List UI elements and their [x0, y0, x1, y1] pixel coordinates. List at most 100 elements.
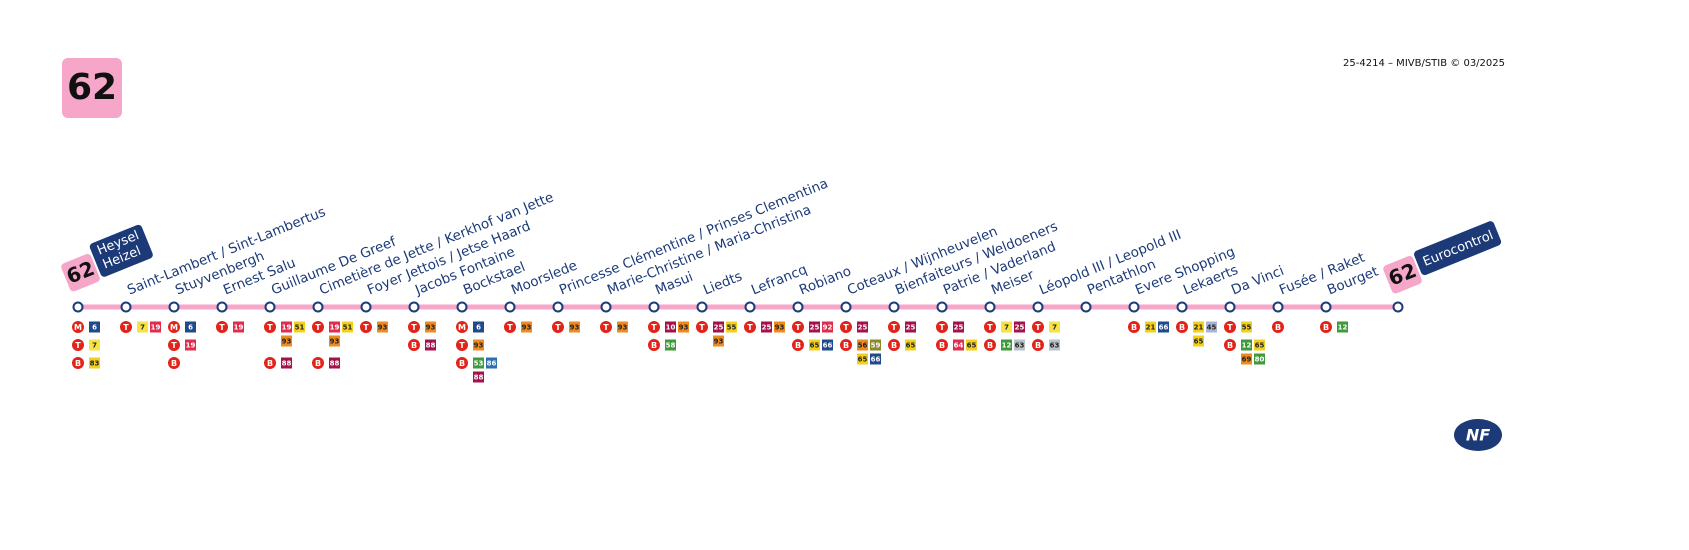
stop [1272, 301, 1284, 313]
line-number: 66 [823, 342, 833, 350]
mode-letter: T [939, 323, 945, 332]
stop [1320, 301, 1332, 313]
mode-letter: T [1227, 323, 1233, 332]
mode-icon [120, 321, 132, 333]
mode-letter: T [555, 323, 561, 332]
mode-icon [1128, 321, 1140, 333]
mode-icon [456, 339, 468, 351]
line-number: 7 [92, 342, 97, 350]
mode-letter: T [459, 341, 465, 350]
mode-icon [312, 321, 324, 333]
mode-icon [936, 321, 948, 333]
mode-icon [936, 339, 948, 351]
line-number: 93 [330, 338, 340, 346]
mode-letter: B [795, 341, 801, 350]
mode-letter: M [458, 323, 466, 332]
mode-letter: B [1323, 323, 1329, 332]
line-number: 53 [474, 360, 484, 368]
mode-letter: T [75, 341, 81, 350]
line-number: 19 [234, 324, 244, 332]
line-number: 56 [858, 342, 868, 350]
line-badge [1337, 321, 1348, 333]
terminus-line-badge [61, 253, 100, 292]
mode-letter: T [315, 323, 321, 332]
line-number: 66 [1159, 324, 1169, 332]
mode-letter: B [1035, 341, 1041, 350]
stop [360, 301, 372, 313]
line-number: 93 [474, 342, 484, 350]
line-number: 19 [186, 342, 196, 350]
line-number: 6 [92, 324, 97, 332]
mode-letter: T [987, 323, 993, 332]
mode-icon [1032, 321, 1044, 333]
line-badge [425, 321, 436, 333]
line-number: 6 [188, 324, 193, 332]
line-number: 69 [1242, 356, 1252, 364]
map-code: 25-4214 – MIVB/STIB © 03/2025 [1343, 58, 1505, 69]
line-number: 45 [1207, 324, 1217, 332]
mode-letter: B [411, 341, 417, 350]
line-number: 88 [426, 342, 436, 350]
mode-icon [408, 321, 420, 333]
stop [1128, 301, 1140, 313]
line-badge [521, 321, 532, 333]
line-number: 51 [295, 324, 305, 332]
mode-letter: B [651, 341, 657, 350]
stop [744, 301, 756, 313]
mode-icon [72, 339, 84, 351]
stop [840, 301, 852, 313]
line-badge [1158, 321, 1169, 333]
mode-icon [1176, 321, 1188, 333]
line-badge [473, 339, 484, 351]
line-number: 93 [426, 324, 436, 332]
stop [696, 301, 708, 313]
stop [1224, 301, 1236, 313]
line-badge [1241, 321, 1252, 333]
line-number: 86 [487, 360, 497, 368]
line-number: 83 [90, 360, 100, 368]
line-number: 88 [282, 360, 292, 368]
line-badge [1193, 321, 1204, 333]
line-number: 25 [714, 324, 724, 332]
line-number: 25 [954, 324, 964, 332]
mode-icon [312, 357, 324, 369]
line-badge [617, 321, 628, 333]
line-number: 55 [1242, 324, 1252, 332]
line-badge [1049, 339, 1060, 351]
line-number: 65 [858, 356, 868, 364]
mode-icon [648, 321, 660, 333]
mode-icon [888, 339, 900, 351]
mode-letter: T [363, 323, 369, 332]
line-number: 19 [282, 324, 292, 332]
line-number: 59 [871, 342, 881, 350]
line-number: 12 [1338, 324, 1348, 332]
line-number: 62 [67, 67, 117, 108]
mode-icon [1320, 321, 1332, 333]
line-badge [1254, 339, 1265, 351]
stop [1080, 301, 1092, 313]
line-badge [1014, 321, 1025, 333]
mode-icon [456, 321, 468, 333]
stop [936, 301, 948, 313]
line-badge [89, 321, 100, 333]
stop [1392, 301, 1404, 313]
line-badge [185, 321, 196, 333]
line-number: 55 [727, 324, 737, 332]
line-number: 65 [967, 342, 977, 350]
mode-letter: T [603, 323, 609, 332]
mode-letter: B [267, 359, 273, 368]
stop [456, 301, 468, 313]
line-number: 51 [343, 324, 353, 332]
line-badge [377, 321, 388, 333]
line-badge [281, 357, 292, 369]
line-number: 19 [330, 324, 340, 332]
line-badge [665, 339, 676, 351]
line-number: 92 [823, 324, 833, 332]
line-badge [89, 339, 100, 351]
mode-icon [792, 321, 804, 333]
mode-icon [72, 357, 84, 369]
line-badge [822, 339, 833, 351]
line-number: 7 [140, 324, 145, 332]
mode-icon [168, 339, 180, 351]
